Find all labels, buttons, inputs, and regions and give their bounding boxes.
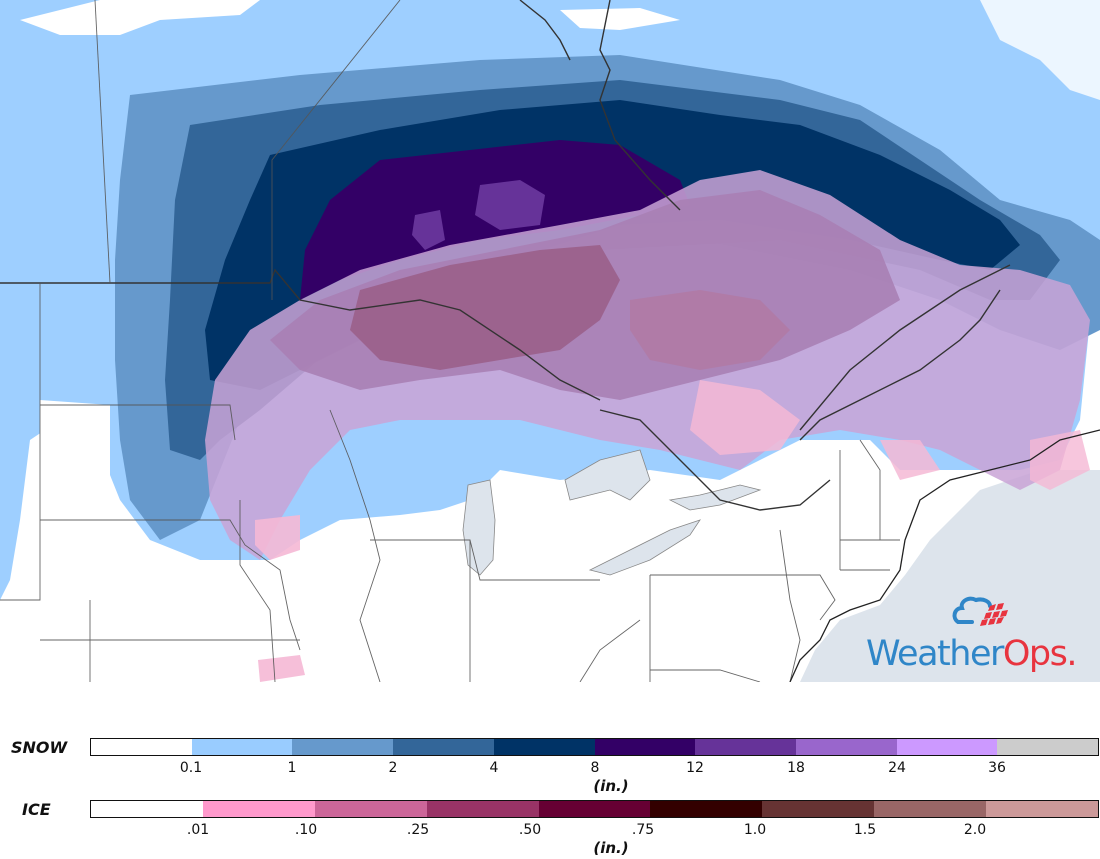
- snow-unit-label: (in.): [593, 777, 629, 795]
- ice-scale-segment: [538, 801, 651, 817]
- snow-tick: 1: [287, 760, 297, 776]
- ice-scale-segment: [314, 801, 427, 817]
- snow-scale-segment: [292, 739, 394, 755]
- logo-wordmark: WeatherOps.: [866, 634, 1077, 674]
- snow-scale-segment: [695, 739, 796, 755]
- snow-legend-label: SNOW: [11, 738, 68, 757]
- snow-tick: 0.1: [179, 760, 203, 776]
- snow-tick: 24: [888, 760, 906, 776]
- snow-tick: 18: [787, 760, 805, 776]
- ice-unit-label: (in.): [593, 839, 629, 857]
- ice-scale-segment: [874, 801, 987, 817]
- ice-color-scale: [90, 800, 1099, 818]
- weatherops-logo: WeatherOps.: [866, 592, 1100, 682]
- ice-tick: 2.0: [963, 822, 987, 838]
- snow-ice-accumulation-map: [0, 0, 1100, 682]
- ice-scale-segment: [986, 801, 1099, 817]
- snow-tick: 8: [590, 760, 600, 776]
- ice-tick: .50: [518, 822, 542, 838]
- snow-scale-segment: [795, 739, 897, 755]
- ice-tick: .75: [631, 822, 655, 838]
- ice-scale-segment: [202, 801, 315, 817]
- ice-scale-segment: [426, 801, 539, 817]
- ice-tick: 1.0: [743, 822, 767, 838]
- snow-tick: 2: [388, 760, 398, 776]
- ice-tick: 1.5: [853, 822, 877, 838]
- snow-scale-segment: [896, 739, 998, 755]
- cloud-logo-icon: [952, 596, 1008, 626]
- snow-scale-segment: [997, 739, 1099, 755]
- snow-tick: 12: [686, 760, 704, 776]
- snow-tick: 4: [489, 760, 499, 776]
- snow-scale-segment: [191, 739, 293, 755]
- snow-tick: 36: [988, 760, 1006, 776]
- ice-scale-segment: [762, 801, 875, 817]
- ice-tick: .10: [294, 822, 318, 838]
- ice-tick: .25: [406, 822, 430, 838]
- snow-scale-segment: [91, 739, 192, 755]
- ice-legend-label: ICE: [22, 800, 51, 819]
- snow-color-scale: [90, 738, 1099, 756]
- ice-scale-segment: [91, 801, 203, 817]
- ice-scale-segment: [650, 801, 763, 817]
- snow-scale-segment: [493, 739, 595, 755]
- ice-tick: .01: [186, 822, 210, 838]
- forecast-map: WeatherOps.: [0, 0, 1100, 682]
- snow-scale-segment: [393, 739, 494, 755]
- snow-scale-segment: [594, 739, 696, 755]
